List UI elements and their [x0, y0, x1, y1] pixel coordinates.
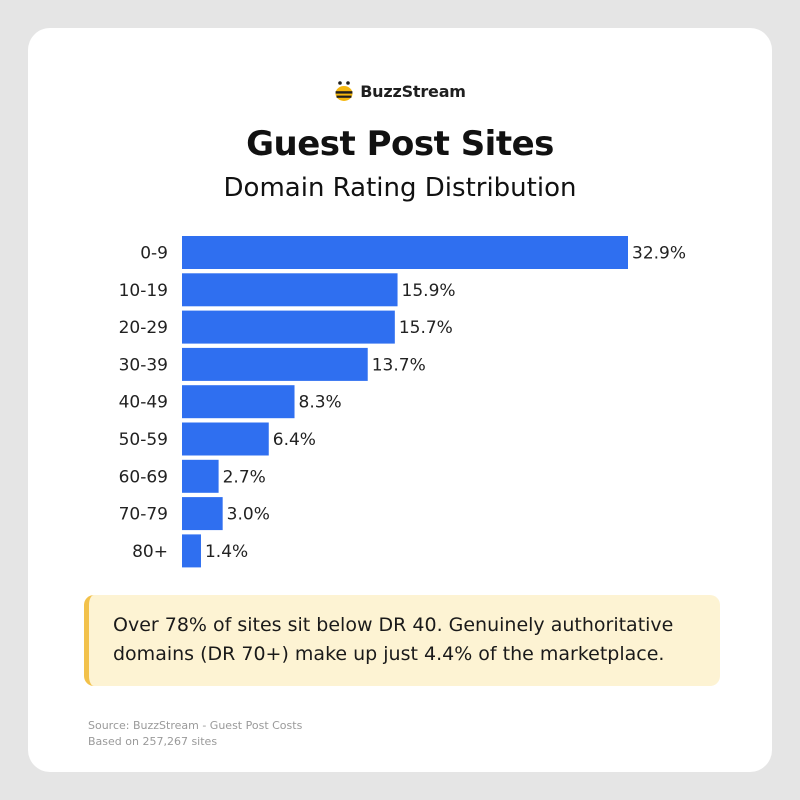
- data-label: 3.0%: [227, 505, 270, 525]
- bar: [182, 497, 223, 531]
- bar: [182, 422, 269, 456]
- category-label: 50-59: [119, 430, 168, 450]
- data-label: 2.7%: [223, 467, 266, 487]
- category-label: 80+: [132, 542, 168, 562]
- bar: [182, 459, 219, 493]
- data-label: 8.3%: [299, 393, 342, 413]
- bar: [182, 310, 395, 344]
- data-label: 15.9%: [402, 281, 456, 301]
- category-label: 10-19: [119, 281, 168, 301]
- brand-name: BuzzStream: [360, 81, 466, 101]
- category-label: 60-69: [119, 467, 168, 487]
- source-line-2: Based on 257,267 sites: [88, 735, 218, 748]
- category-label: 30-39: [119, 355, 168, 375]
- bar: [182, 534, 201, 568]
- data-label: 6.4%: [273, 430, 316, 450]
- bar: [182, 347, 368, 381]
- data-label: 1.4%: [205, 542, 248, 562]
- bar: [182, 385, 295, 419]
- data-label: 15.7%: [399, 318, 453, 338]
- callout-line-2: domains (DR 70+) make up just 4.4% of th…: [113, 643, 665, 665]
- insight-callout: Over 78% of sites sit below DR 40. Genui…: [84, 595, 720, 686]
- bar: [182, 273, 398, 307]
- bar: [182, 236, 628, 269]
- category-label: 70-79: [119, 505, 168, 525]
- bar-chart: 0-9 32.9% 10-19 15.9% 20-29 15.7% 30-39 13.7% 40…: [119, 236, 686, 568]
- data-label: 13.7%: [372, 355, 426, 375]
- category-label: 20-29: [119, 318, 168, 338]
- category-label: 40-49: [119, 393, 168, 413]
- callout-line-1: Over 78% of sites sit below DR 40. Genui…: [113, 614, 674, 636]
- bee-icon: [335, 81, 353, 101]
- infographic-card: BuzzStream Guest Post Sites Domain Ratin…: [28, 28, 772, 772]
- source-note: Source: BuzzStream - Guest Post Costs Ba…: [88, 718, 302, 750]
- category-label: 0-9: [140, 244, 168, 264]
- data-label: 32.9%: [632, 244, 686, 264]
- chart-title: Guest Post Sites: [246, 124, 554, 164]
- chart-subtitle: Domain Rating Distribution: [223, 173, 577, 203]
- brand-header: BuzzStream: [28, 80, 772, 102]
- source-line-1: Source: BuzzStream - Guest Post Costs: [88, 719, 303, 732]
